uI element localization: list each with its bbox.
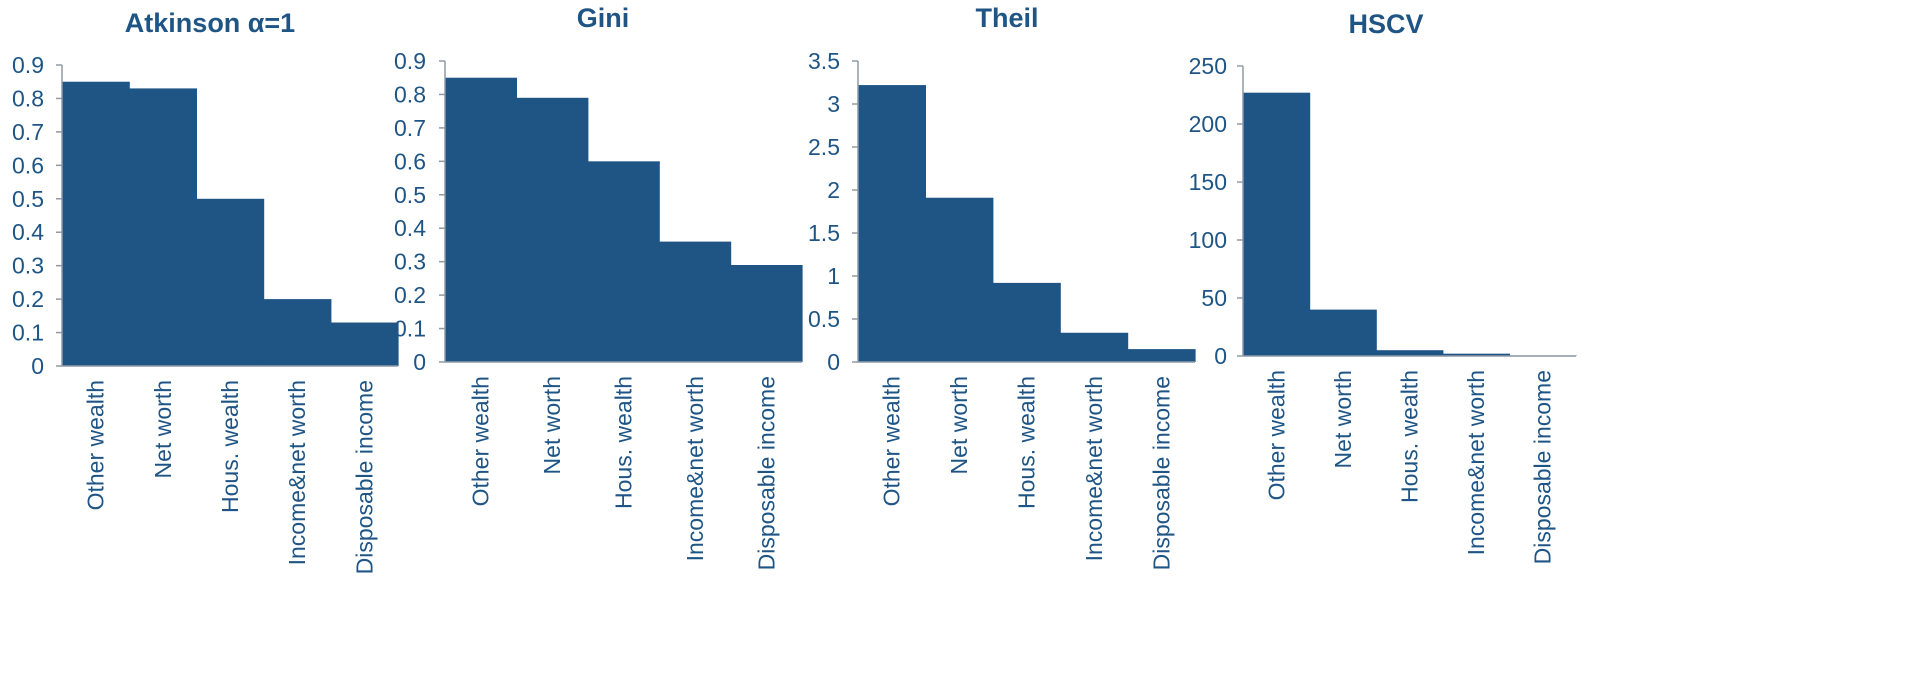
y-tick-label: 0.9 — [12, 52, 44, 78]
bar — [858, 85, 926, 362]
category-label: Net worth — [150, 380, 176, 478]
y-tick-label: 0.6 — [12, 152, 44, 178]
y-tick-label: 0 — [413, 349, 426, 375]
bar — [1243, 92, 1311, 357]
y-tick-label: 0.8 — [12, 85, 44, 111]
bar — [516, 97, 589, 362]
chart-3: Theil 0 0.5 1 1.5 2 2.5 3 3.5 Other wealth Net wor… — [808, 3, 1196, 570]
bar — [1309, 309, 1377, 356]
category-label: Income&net worth — [682, 376, 708, 561]
y-tick-label: 0.7 — [12, 119, 44, 145]
y-tick-label: 1 — [827, 263, 840, 289]
y-tick-label: 2.5 — [808, 134, 840, 160]
chart-4: HSCV 0 50 100 150 200 250 Other wealth Net worth… — [1189, 9, 1577, 564]
y-tick-label: 0.9 — [394, 48, 426, 74]
y-tick-label: 0.6 — [394, 148, 426, 174]
bar — [1127, 349, 1196, 362]
category-label: Net worth — [946, 376, 972, 474]
y-tick-label: 0.4 — [394, 215, 426, 241]
y-tick-label: 3 — [827, 91, 840, 117]
category-label: Net worth — [1330, 370, 1356, 468]
category-label: Hous. wealth — [611, 376, 637, 509]
category-label: Hous. wealth — [1397, 370, 1423, 503]
y-tick-label: 250 — [1189, 53, 1227, 79]
y-tick-label: 0.3 — [12, 253, 44, 279]
y-tick-label: 0.5 — [808, 306, 840, 332]
category-label: Income&net worth — [1081, 376, 1107, 561]
bar — [587, 161, 660, 362]
category-label: Other wealth — [468, 376, 494, 506]
category-label: Other wealth — [879, 376, 905, 506]
category-label: Disposable income — [1530, 370, 1556, 564]
bar — [263, 299, 332, 366]
category-label: Income&net worth — [284, 380, 310, 565]
y-tick-label: 0.1 — [12, 320, 44, 346]
y-tick-label: 0.5 — [12, 186, 44, 212]
bar — [445, 77, 517, 362]
bar — [659, 241, 732, 362]
chart-title: Gini — [577, 3, 630, 33]
y-tick-label: 0 — [1214, 343, 1227, 369]
bar — [730, 265, 803, 362]
chart-title: Theil — [975, 3, 1038, 33]
category-label: Other wealth — [1263, 370, 1289, 500]
y-tick-label: 0.3 — [394, 249, 426, 275]
y-tick-label: 2 — [827, 177, 840, 203]
bar — [129, 88, 197, 366]
category-label: Income&net worth — [1463, 370, 1489, 555]
chart-title: HSCV — [1348, 9, 1423, 39]
category-label: Disposable income — [1148, 376, 1174, 570]
y-tick-label: 100 — [1189, 227, 1227, 253]
chart-1: Atkinson α=1 0 0.1 0.2 0.3 0.4 0.5 0.6 0.7 0.8 0.9… — [12, 8, 399, 574]
y-tick-label: 0 — [827, 349, 840, 375]
category-label: Net worth — [539, 376, 565, 474]
y-tick-label: 0.5 — [394, 182, 426, 208]
bar — [330, 322, 399, 366]
bar — [1442, 353, 1510, 356]
y-tick-label: 0.2 — [394, 282, 426, 308]
category-label: Disposable income — [753, 376, 779, 570]
chart-title: Atkinson α=1 — [125, 8, 295, 38]
category-label: Hous. wealth — [1014, 376, 1040, 509]
chart-2: Gini 0 0.1 0.2 0.3 0.4 0.5 0.6 0.7 0.8 0.9 Other we… — [394, 3, 803, 570]
y-tick-label: 200 — [1189, 111, 1227, 137]
bar — [992, 282, 1061, 362]
y-tick-label: 1.5 — [808, 220, 840, 246]
y-tick-label: 3.5 — [808, 48, 840, 74]
y-tick-label: 0.8 — [394, 81, 426, 107]
category-label: Hous. wealth — [217, 380, 243, 513]
y-tick-label: 150 — [1189, 169, 1227, 195]
y-tick-label: 0.2 — [12, 286, 44, 312]
y-tick-label: 50 — [1201, 285, 1227, 311]
bar — [1376, 350, 1444, 356]
y-tick-label: 0 — [31, 353, 44, 379]
y-tick-label: 0.7 — [394, 115, 426, 141]
y-tick-label: 0.1 — [394, 316, 426, 342]
bar — [925, 197, 994, 362]
category-label: Disposable income — [351, 380, 377, 574]
category-label: Other wealth — [83, 380, 109, 510]
y-tick-label: 0.4 — [12, 219, 44, 245]
bar — [1060, 332, 1129, 362]
bar — [196, 198, 265, 366]
bar — [62, 81, 130, 366]
